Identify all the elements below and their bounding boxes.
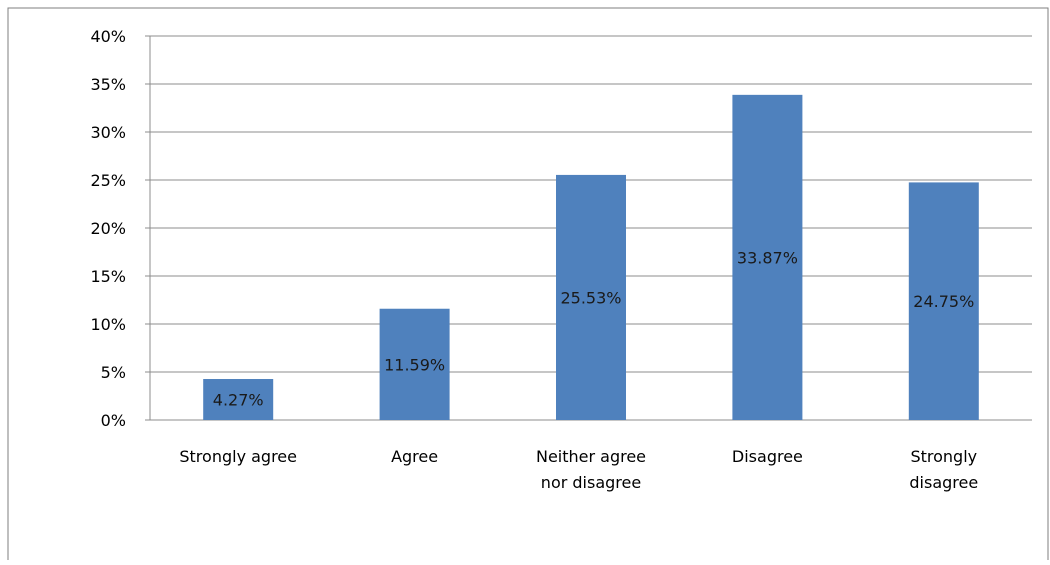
x-category-label: Strongly agree: [179, 447, 297, 466]
x-category-label: Disagree: [732, 447, 803, 466]
y-tick-label: 35%: [90, 75, 126, 94]
y-tick-label: 0%: [101, 411, 126, 430]
bar: [556, 174, 626, 420]
bar: [908, 182, 979, 420]
data-label: 33.87%: [737, 248, 798, 267]
y-tick-label: 40%: [90, 27, 126, 46]
bar: [203, 379, 274, 420]
y-tick-label: 15%: [90, 267, 126, 286]
data-label: 4.27%: [213, 391, 264, 410]
y-tick-label: 20%: [90, 219, 126, 238]
y-tick-label: 10%: [90, 315, 126, 334]
data-label: 25.53%: [560, 288, 621, 307]
bar: [732, 94, 803, 421]
y-tick-label: 5%: [101, 363, 126, 382]
y-tick-label: 25%: [90, 171, 126, 190]
data-label: 11.59%: [384, 355, 445, 374]
chart-border: [7, 7, 1049, 560]
data-label: 24.75%: [913, 292, 974, 311]
x-category-label: Strongly disagree: [909, 447, 978, 492]
x-category-label: Agree: [391, 447, 438, 466]
y-tick-label: 30%: [90, 123, 126, 142]
bar: [379, 308, 450, 420]
x-category-label: Neither agree nor disagree: [536, 447, 646, 492]
